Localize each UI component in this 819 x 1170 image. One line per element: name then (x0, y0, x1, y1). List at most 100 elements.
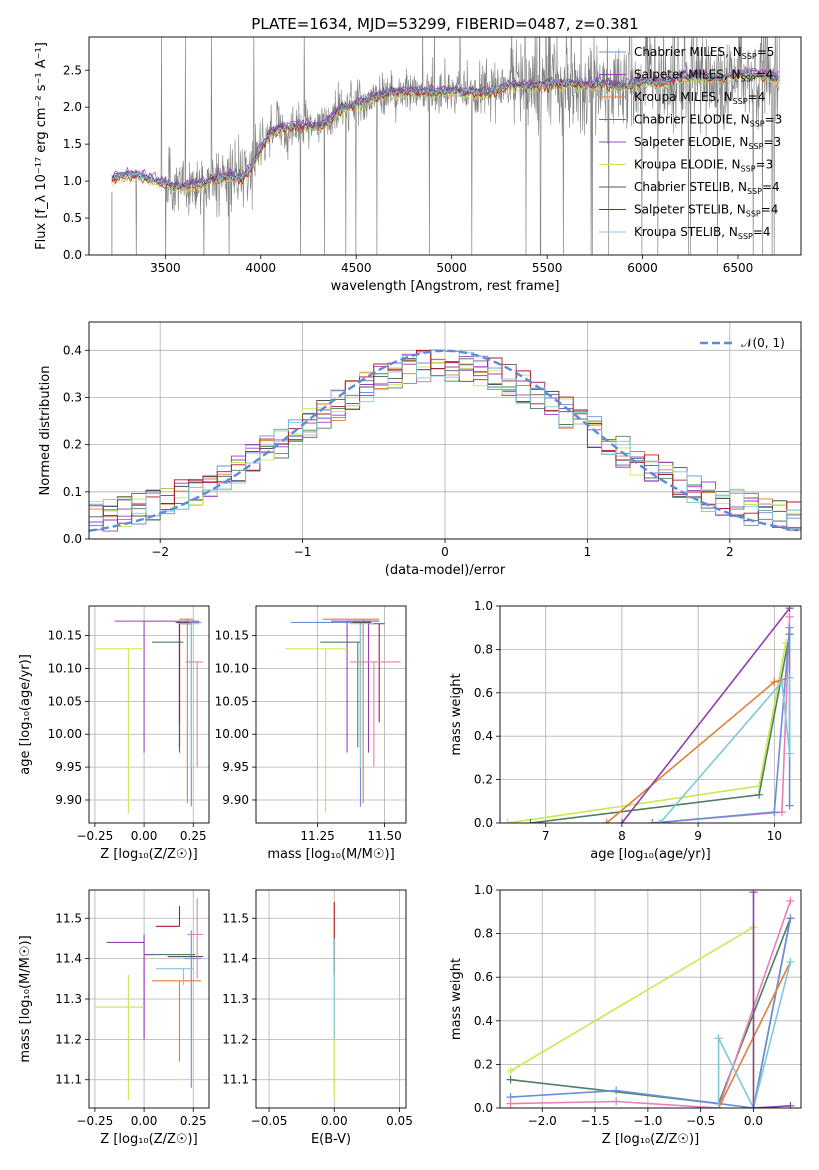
error-point (368, 623, 385, 723)
mass-weight-marker (785, 801, 794, 810)
legend-label: Chabrier MILES, NSSP=5 (634, 45, 774, 61)
residual-histogram (89, 359, 801, 539)
x-tick-label: 0.00 (131, 1114, 158, 1128)
x-axis-label: E(B-V) (311, 1132, 351, 1147)
mass-weight-marker (612, 1086, 621, 1095)
axes-frame (88, 321, 802, 540)
legend-label: Kroupa STELIB, NSSP=4 (634, 225, 771, 241)
plot-area (111, 37, 780, 255)
plot-area (503, 606, 794, 823)
legend-label: Salpeter ELODIE, NSSP=3 (634, 135, 781, 151)
mass-weight-marker (612, 1097, 621, 1106)
mass-weight-series (621, 607, 791, 823)
error-point (183, 621, 202, 807)
model-spectrum (111, 72, 779, 196)
legend-label-sub: SSP (741, 75, 756, 84)
y-axis-label: mass weight (449, 673, 464, 755)
x-tick-label: 0.00 (131, 829, 158, 843)
y-tick-label: 11.3 (222, 992, 249, 1006)
error-point (94, 648, 145, 814)
mass-weight-marker (770, 677, 779, 686)
legend-label: Kroupa ELODIE, NSSP=3 (634, 158, 773, 174)
mass-weight-marker (506, 1099, 515, 1108)
legend-label-suffix: =4 (753, 225, 771, 239)
legend-label-sub: SSP (748, 142, 763, 151)
x-tick-label: 1 (584, 545, 592, 559)
x-tick-label: −2 (151, 545, 169, 559)
legend-label-suffix: =3 (763, 135, 781, 149)
error-point (94, 974, 145, 1100)
y-tick-label: 0.8 (474, 642, 493, 656)
y-tick-label: 10.05 (48, 694, 82, 708)
mass-weight-marker (786, 1101, 795, 1108)
legend-label-suffix: =5 (757, 45, 775, 59)
mass-weight-marker (503, 819, 512, 823)
x-axis-label: (data-model)/error (385, 563, 506, 578)
plot-area (285, 618, 401, 814)
normal-curve (89, 349, 799, 532)
x-axis-label: wavelength [Angstrom, rest frame] (331, 279, 560, 294)
y-tick-label: 0.8 (474, 927, 493, 941)
mass-weight-series (752, 892, 791, 1108)
x-axis-label: Z [log₁₀(Z/Z☉)] (100, 1132, 197, 1147)
y-tick-label: 10.10 (48, 661, 82, 675)
mass-weight-marker (785, 673, 794, 682)
mass-weight-marker (785, 749, 794, 758)
x-tick-label: −0.25 (77, 829, 114, 843)
legend-label-sub: SSP (750, 120, 765, 129)
error-point (346, 620, 372, 753)
y-tick-label: 0.3 (63, 390, 82, 404)
legend-label-main: Salpeter ELODIE, N (634, 135, 748, 149)
legend-label-suffix: =3 (765, 113, 783, 127)
legend-label-sub: SSP (741, 165, 756, 174)
error-point (349, 661, 401, 768)
residual-histogram (89, 350, 801, 539)
x-tick-label: 8 (618, 829, 626, 843)
y-tick-label: 0.2 (474, 773, 493, 787)
mass-weight-series (510, 900, 792, 1108)
x-tick-label: −1.5 (580, 1114, 609, 1128)
error-point (151, 980, 202, 1062)
mass-weight-vs-age-panel: 7 8 9 10 0.0 0.2 0.4 0.6 0.8 1.0 age [log₁₀(age/yr… (449, 599, 802, 862)
x-tick-label: −1 (294, 545, 312, 559)
x-tick-label: 4500 (341, 261, 372, 275)
legend-label-main: Kroupa ELODIE, N (634, 158, 741, 172)
x-tick-label: −1.0 (633, 1114, 662, 1128)
error-point (187, 898, 204, 979)
legend: 𝒩(0, 1) (700, 336, 785, 350)
x-tick-label: 3500 (150, 261, 181, 275)
mass-weight-marker (785, 612, 794, 621)
x-tick-label: 7 (542, 829, 550, 843)
model-spectrum (111, 70, 779, 190)
x-tick-label: 0.05 (386, 1114, 413, 1128)
x-tick-label: −0.5 (686, 1114, 715, 1128)
mass-weight-marker (786, 957, 795, 966)
mass-weight-series (652, 627, 791, 823)
y-tick-label: 11.3 (55, 992, 82, 1006)
error-point (349, 623, 374, 769)
y-axis-label: mass weight (449, 958, 464, 1040)
mass-weight-series (510, 925, 755, 1108)
plot-area (94, 618, 204, 814)
y-tick-label: 0.6 (474, 686, 493, 700)
y-tick-label: 0.4 (474, 729, 493, 743)
y-tick-label: 11.5 (222, 911, 249, 925)
error-point (106, 934, 145, 1040)
y-tick-label: 11.5 (55, 911, 82, 925)
mass-weight-marker (749, 1104, 758, 1108)
y-tick-label: 11.1 (222, 1073, 249, 1087)
error-point (155, 968, 194, 985)
y-axis-label: age [log₁₀(age/yr)] (18, 654, 33, 775)
legend-label-main: Salpeter MILES, N (634, 68, 741, 82)
x-tick-label: 9 (694, 829, 702, 843)
mass-weight-marker (755, 790, 764, 799)
x-tick-label: 6000 (627, 261, 658, 275)
legend-label-suffix: =3 (756, 158, 774, 172)
y-tick-label: 0.0 (63, 248, 82, 262)
error-point (179, 618, 194, 804)
y-tick-label: 0.0 (474, 816, 493, 830)
y-tick-label: 0.4 (474, 1014, 493, 1028)
x-axis-label: age [log₁₀(age/yr)] (590, 847, 711, 862)
y-tick-label: 10.15 (48, 629, 82, 643)
legend-label: 𝒩(0, 1) (741, 336, 785, 350)
